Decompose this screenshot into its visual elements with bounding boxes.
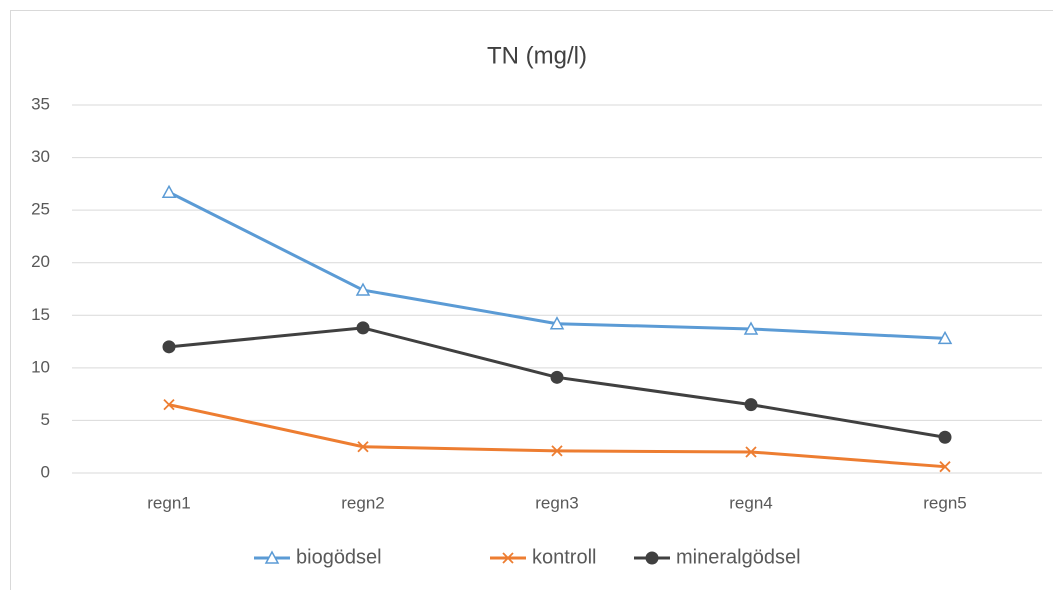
y-tick-label: 15 — [31, 305, 50, 324]
legend-label: kontroll — [532, 546, 596, 568]
x-tick-label: regn4 — [729, 493, 772, 512]
marker — [357, 441, 369, 453]
legend-marker — [645, 551, 659, 565]
legend-marker — [264, 550, 280, 564]
legend-marker — [502, 552, 514, 564]
marker — [355, 282, 371, 296]
x-tick-label: regn3 — [535, 493, 578, 512]
y-tick-label: 20 — [31, 252, 50, 271]
chart-frame — [10, 10, 1053, 590]
marker — [744, 398, 758, 412]
y-tick-label: 30 — [31, 147, 50, 166]
legend-label: biogödsel — [296, 546, 382, 568]
chart-title: TN (mg/l) — [487, 42, 587, 69]
y-tick-label: 10 — [31, 357, 50, 376]
y-tick-label: 5 — [41, 410, 50, 429]
marker — [356, 321, 370, 335]
y-tick-label: 35 — [31, 94, 50, 113]
legend-label: mineralgödsel — [676, 546, 801, 568]
marker — [938, 430, 952, 444]
marker — [161, 184, 177, 199]
marker — [163, 399, 175, 411]
x-tick-label: regn1 — [147, 493, 190, 512]
marker — [549, 316, 565, 330]
marker — [162, 340, 176, 354]
marker — [937, 330, 953, 345]
marker — [939, 461, 951, 473]
y-tick-label: 25 — [31, 200, 50, 219]
x-tick-label: regn2 — [341, 493, 384, 512]
y-tick-label: 0 — [41, 462, 50, 481]
marker — [745, 446, 757, 458]
marker — [743, 321, 759, 335]
x-tick-label: regn5 — [923, 493, 966, 512]
marker — [551, 445, 563, 457]
marker — [550, 370, 564, 384]
